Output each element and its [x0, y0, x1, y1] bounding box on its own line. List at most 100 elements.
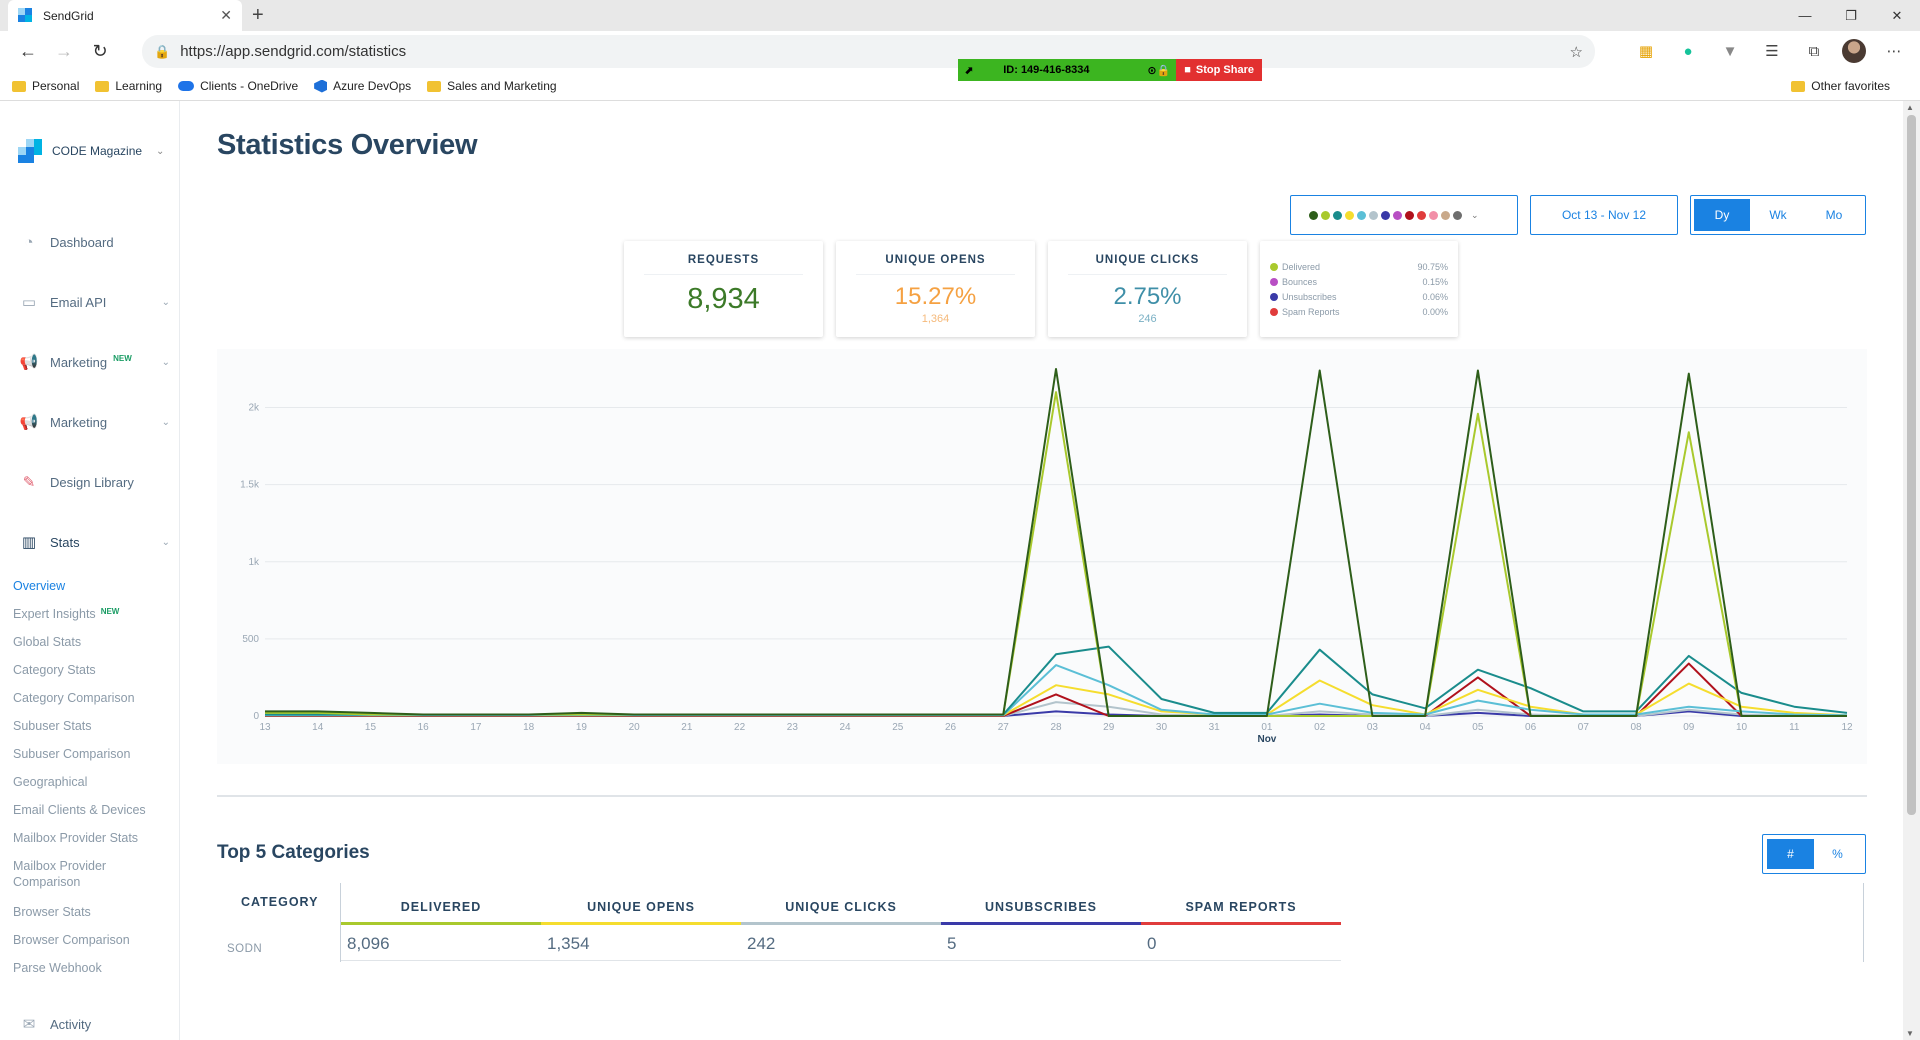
legend-value: 0.15%: [1422, 276, 1448, 287]
subnav-mailbox-provider-stats[interactable]: Mailbox Provider Stats: [13, 831, 139, 845]
chevron-down-icon: ⌄: [161, 296, 170, 308]
back-icon[interactable]: ←: [19, 41, 37, 61]
browser-tab-strip: SendGrid ✕ + — ❐ ✕: [0, 0, 1920, 31]
metric-column-header[interactable]: UNIQUE CLICKS: [741, 883, 941, 925]
onedrive-icon: [178, 81, 195, 91]
collections-icon[interactable]: ⧉: [1808, 42, 1820, 60]
nav-email-api[interactable]: ▭ Email API ⌄: [18, 293, 170, 311]
requests-card: REQUESTS 8,934: [624, 241, 823, 337]
bookmark-label: Sales and Marketing: [447, 79, 557, 93]
bookmark-clients-onedrive[interactable]: Clients - OneDrive: [178, 79, 298, 93]
metric-column-header[interactable]: UNIQUE OPENS: [541, 883, 741, 925]
metric-column-header[interactable]: UNSUBSCRIBES: [941, 883, 1141, 925]
nav-stats[interactable]: ▥ Stats ⌄: [18, 533, 170, 551]
chevron-down-icon: ⌄: [156, 145, 165, 157]
x-tick-label: 18: [523, 722, 535, 733]
x-tick-label: 17: [470, 722, 482, 733]
nav-dashboard[interactable]: ◔ Dashboard: [18, 233, 170, 251]
granularity-week-button[interactable]: Wk: [1769, 208, 1787, 222]
bookmark-other-favorites[interactable]: Other favorites: [1791, 79, 1890, 93]
page-scrollbar[interactable]: ▲ ▼: [1903, 101, 1920, 1040]
browser-tab[interactable]: SendGrid ✕: [8, 0, 242, 31]
scroll-up-icon[interactable]: ▲: [1906, 103, 1914, 112]
url-field[interactable]: 🔒 https://app.sendgrid.com/statistics ☆: [142, 35, 1595, 68]
minimize-icon[interactable]: —: [1798, 8, 1812, 23]
metric-column-delivered: DELIVERED 8,096: [341, 883, 541, 961]
tab-title: SendGrid: [43, 8, 94, 23]
restore-icon[interactable]: ❐: [1845, 7, 1857, 23]
metric-column-header[interactable]: DELIVERED: [341, 883, 541, 925]
metric-color-dot: [1441, 210, 1450, 220]
new-tab-icon[interactable]: +: [252, 4, 264, 26]
scroll-down-icon[interactable]: ▼: [1906, 1029, 1914, 1038]
date-range-picker[interactable]: Oct 13 - Nov 12: [1530, 195, 1678, 235]
metric-column-unsubscribes: UNSUBSCRIBES 5: [941, 883, 1141, 961]
megaphone-icon: 📢: [19, 354, 39, 371]
folder-icon: [95, 80, 110, 92]
metric-color-selector[interactable]: ⌄: [1290, 195, 1518, 235]
more-menu-icon[interactable]: ⋯: [1886, 43, 1902, 60]
nav-label: Activity: [50, 1016, 92, 1032]
subnav-category-stats[interactable]: Category Stats: [13, 663, 96, 677]
x-tick-label: 12: [1841, 722, 1853, 733]
x-tick-label: 28: [1050, 722, 1062, 733]
nav-activity[interactable]: ✉ Activity: [18, 1015, 170, 1033]
series-line: [265, 368, 1847, 717]
design-tools-icon: ✎: [22, 474, 36, 491]
subnav-browser-stats[interactable]: Browser Stats: [13, 905, 91, 919]
unique-clicks-card: UNIQUE CLICKS 2.75% 246: [1048, 241, 1247, 337]
metric-column-header[interactable]: SPAM REPORTS: [1141, 883, 1341, 925]
extension-icon[interactable]: ▦: [1638, 43, 1654, 60]
vpn-extension-icon[interactable]: ▼: [1722, 42, 1738, 60]
subnav-geographical[interactable]: Geographical: [13, 775, 88, 789]
nav-design-library[interactable]: ✎ Design Library: [18, 473, 170, 491]
grammarly-icon[interactable]: ●: [1683, 42, 1693, 60]
subnav-browser-comparison[interactable]: Browser Comparison: [13, 933, 130, 947]
x-tick-label: 27: [998, 722, 1010, 733]
subnav-email-clients-devices[interactable]: Email Clients & Devices: [13, 803, 146, 817]
metric-color-dot: [1417, 210, 1426, 220]
nav-label: Design Library: [50, 474, 134, 490]
x-tick-label: 22: [734, 722, 746, 733]
forward-icon[interactable]: →: [55, 41, 73, 61]
bookmark-label: Other favorites: [1811, 79, 1890, 93]
bookmark-personal[interactable]: Personal: [12, 79, 79, 93]
bookmark-sales-marketing[interactable]: Sales and Marketing: [427, 79, 557, 93]
nav-marketing-new[interactable]: 📢 Marketing NEW ⌄: [18, 353, 170, 372]
percent-mode-button[interactable]: %: [1832, 847, 1843, 861]
subnav-overview[interactable]: Overview: [13, 579, 66, 593]
close-tab-icon[interactable]: ✕: [220, 7, 232, 23]
close-window-icon[interactable]: ✕: [1891, 7, 1903, 23]
share-id: ID: 149-416-8334: [1003, 64, 1090, 76]
count-mode-button[interactable]: #: [1767, 839, 1814, 869]
profile-avatar[interactable]: [1842, 39, 1866, 63]
subnav-category-comparison[interactable]: Category Comparison: [13, 691, 135, 705]
share-arrow-icon[interactable]: ⬈: [964, 64, 974, 77]
stop-share-button[interactable]: ■ Stop Share: [1176, 59, 1262, 81]
subnav-mailbox-provider-comparison[interactable]: Mailbox Provider Comparison: [13, 859, 107, 889]
bookmark-azure-devops[interactable]: Azure DevOps: [314, 79, 411, 93]
subnav-global-stats[interactable]: Global Stats: [13, 635, 82, 649]
granularity-day-button[interactable]: Dy: [1694, 199, 1750, 231]
metric-color-dot: [1405, 210, 1414, 220]
favorites-list-icon[interactable]: ☰: [1765, 43, 1779, 60]
nav-marketing[interactable]: 📢 Marketing ⌄: [18, 413, 170, 431]
granularity-month-button[interactable]: Mo: [1825, 208, 1843, 222]
subnav-subuser-stats[interactable]: Subuser Stats: [13, 719, 92, 733]
x-tick-label: 10: [1736, 722, 1748, 733]
subnav-expert-insights[interactable]: Expert Insights NEW: [13, 606, 173, 624]
legend-label: Unsubscribes: [1282, 291, 1337, 302]
y-tick-label: 0: [253, 711, 259, 722]
subnav-subuser-comparison[interactable]: Subuser Comparison: [13, 747, 131, 761]
scrollbar-thumb[interactable]: [1907, 115, 1916, 815]
share-id-panel: ⬈ ID: 149-416-8334 ⊙🔒: [958, 59, 1177, 81]
folder-icon: [427, 80, 442, 92]
metric-color-dot: [1333, 210, 1342, 220]
subnav-parse-webhook[interactable]: Parse Webhook: [13, 961, 102, 975]
metric-column-spam-reports: SPAM REPORTS 0: [1141, 883, 1341, 961]
favorite-star-icon[interactable]: ☆: [1569, 43, 1583, 61]
x-tick-label: 05: [1472, 722, 1484, 733]
refresh-icon[interactable]: ↻: [92, 41, 108, 61]
bookmark-learning[interactable]: Learning: [95, 79, 162, 93]
account-switcher[interactable]: CODE Magazine ⌄: [18, 139, 164, 163]
